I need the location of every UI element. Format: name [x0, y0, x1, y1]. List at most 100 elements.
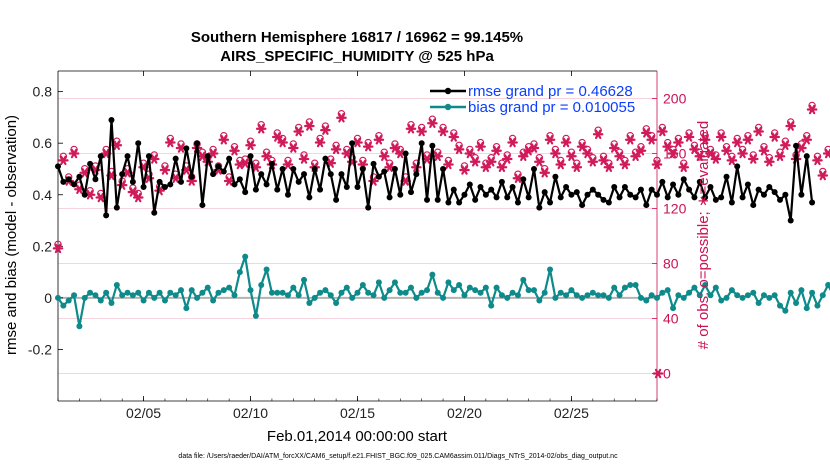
rmse-point — [220, 168, 227, 175]
rmse-point — [509, 184, 516, 191]
bias-point — [637, 294, 644, 301]
rmse-point — [429, 142, 436, 149]
star-core — [670, 151, 676, 156]
bias-point — [87, 289, 94, 296]
rmse-point — [440, 165, 447, 172]
bias-point — [215, 289, 222, 296]
legend-bias-label: bias grand pr = 0.010055 — [468, 99, 635, 116]
obs-evaluated-point — [448, 132, 460, 142]
obs-evaluated-point — [52, 243, 64, 254]
obs-evaluated-point — [255, 124, 267, 134]
bias-point — [809, 289, 816, 296]
bias-point — [670, 305, 677, 312]
footnote: data file: /Users/raeder/DAI/ATM_forcXX/… — [178, 453, 618, 460]
bias-point — [461, 292, 468, 299]
bias-point — [274, 289, 281, 296]
star-core — [745, 137, 751, 142]
bias-point — [156, 289, 163, 296]
rmse-point — [712, 196, 719, 203]
rmse-point — [87, 160, 94, 167]
star-core — [210, 151, 216, 156]
star-core — [462, 167, 467, 173]
rmse-point — [605, 199, 612, 206]
obs-evaluated-point — [678, 162, 690, 172]
bias-point — [65, 297, 72, 304]
bias-point — [375, 279, 382, 286]
bias-point — [204, 284, 211, 291]
bias-point — [686, 289, 693, 296]
chart-title: Southern Hemisphere 16817 / 16962 = 99.1… — [191, 29, 523, 46]
rmse-point — [803, 153, 810, 160]
rmse-point — [766, 184, 773, 191]
obs-evaluated-point — [603, 162, 615, 172]
star-core — [574, 165, 579, 170]
star-core — [649, 137, 654, 142]
star-core — [505, 156, 510, 162]
legend-rmse-marker — [444, 87, 452, 95]
bias-point — [472, 287, 479, 294]
obs-evaluated-point — [341, 148, 353, 159]
obs-evaluated-point — [293, 126, 304, 137]
star-core — [472, 159, 478, 164]
rmse-point — [317, 186, 324, 193]
obs-evaluated-point — [352, 137, 363, 148]
rmse-point — [579, 202, 586, 209]
bias-point — [151, 294, 158, 301]
rmse-point — [718, 194, 725, 201]
obs-evaluated-point — [432, 151, 444, 161]
star-core — [403, 178, 408, 184]
rmse-point — [135, 140, 142, 147]
bias-series — [55, 253, 830, 330]
star-core — [601, 158, 606, 163]
rmse-point — [520, 176, 527, 183]
bias-point — [579, 294, 586, 301]
bias-point — [161, 297, 168, 304]
obs-evaluated-point — [384, 162, 395, 172]
star-core — [221, 137, 226, 142]
rmse-point — [552, 173, 559, 180]
rmse-point — [359, 165, 366, 172]
bias-point — [488, 302, 495, 309]
bias-point — [659, 289, 666, 296]
bias-point — [381, 294, 388, 301]
bias-point — [664, 287, 671, 294]
star-core — [173, 176, 178, 181]
bias-point — [611, 284, 618, 291]
obs-evaluated-point — [373, 135, 385, 145]
star-core — [697, 154, 702, 159]
bias-point — [322, 287, 329, 294]
rmse-point — [204, 153, 211, 160]
obs-evaluated-point — [785, 121, 797, 131]
star-core — [595, 132, 601, 137]
rmse-point — [686, 186, 693, 193]
bias-point — [654, 294, 660, 301]
rmse-point — [777, 196, 784, 203]
bias-point — [301, 276, 308, 283]
rmse-point — [247, 153, 254, 160]
rmse-point — [226, 155, 233, 162]
x-axis-label: Feb.01,2014 00:00:00 start — [267, 428, 448, 445]
obs-evaluated-point — [646, 135, 657, 145]
star-core — [291, 145, 296, 151]
obs-evaluated-point — [726, 155, 738, 166]
rmse-point — [167, 181, 174, 188]
star-core — [644, 130, 649, 136]
bias-point — [466, 284, 473, 291]
rmse-point — [242, 189, 249, 196]
star-core — [162, 167, 168, 173]
bias-point — [648, 292, 655, 299]
y2-tick-label: 0 — [663, 366, 671, 382]
star-core — [825, 151, 830, 156]
star-core — [735, 140, 740, 145]
star-core — [264, 154, 269, 159]
rmse-point — [472, 196, 479, 203]
bias-point — [771, 292, 778, 299]
star-core — [804, 137, 809, 142]
star-core — [761, 148, 767, 153]
rmse-point — [557, 194, 564, 201]
rmse-point — [413, 171, 420, 178]
obs-evaluated-point — [459, 165, 470, 175]
rmse-point — [161, 184, 168, 191]
rmse-point — [450, 186, 457, 193]
bias-point — [456, 281, 463, 288]
